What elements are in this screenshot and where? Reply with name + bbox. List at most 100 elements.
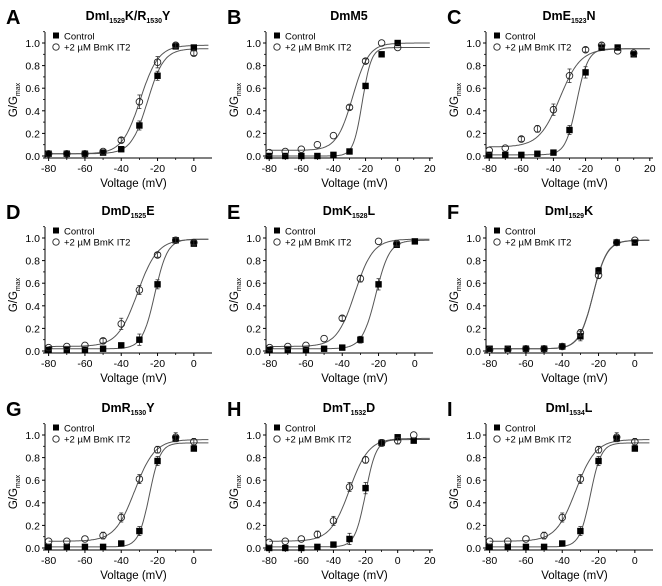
y-tick-label: 0.2 — [246, 323, 261, 335]
x-tick-label: -80 — [41, 555, 56, 567]
y-tick-label: 1.0 — [466, 233, 481, 245]
y-tick-label: 0.2 — [466, 520, 481, 532]
data-point-toxin — [576, 475, 585, 483]
data-point-toxin — [171, 236, 180, 245]
data-point-control — [330, 151, 337, 159]
x-tick-label: 0 — [632, 358, 638, 370]
data-point-toxin — [558, 342, 566, 351]
data-point-toxin — [485, 346, 494, 354]
x-tick-label: -80 — [262, 163, 277, 175]
data-point-control — [375, 281, 382, 288]
data-point-toxin — [153, 251, 162, 259]
legend-marker-control — [494, 227, 500, 234]
data-point-toxin — [135, 475, 144, 483]
x-axis-label: Voltage (mV) — [100, 570, 167, 582]
legend-marker-toxin — [273, 435, 281, 443]
y-tick-label: 0.4 — [246, 498, 261, 510]
data-point-toxin — [44, 149, 53, 158]
data-point-control — [577, 527, 584, 535]
legend-label-control: Control — [64, 32, 95, 43]
data-point-toxin — [329, 131, 338, 140]
panel-i: I DmI1534L 0.0 0.2 0.4 0.6 0.8 1.0 -80 -60 -40 -20 0… — [447, 399, 653, 582]
data-point-control — [346, 535, 353, 543]
data-point-control — [282, 544, 289, 552]
x-tick-label: -80 — [262, 555, 277, 567]
fit-curve-toxin — [48, 238, 209, 347]
x-tick-label: -20 — [150, 163, 165, 175]
y-axis-label: G/Gmax — [8, 277, 22, 312]
data-point-toxin — [485, 537, 494, 545]
data-point-toxin — [356, 274, 365, 283]
legend-label-toxin: +2 µM BmK IT2 — [64, 43, 130, 54]
data-point-control — [190, 44, 198, 51]
data-point-control — [357, 336, 364, 343]
panel-title: DmE1523N — [542, 9, 595, 25]
data-point-toxin — [581, 46, 590, 54]
data-point-control — [314, 152, 321, 160]
y-tick-label: 0.6 — [466, 278, 481, 290]
legend-marker-toxin — [52, 435, 60, 443]
y-tick-label: 0.4 — [246, 301, 261, 313]
data-point-control — [45, 346, 52, 354]
y-axis-label: G/Gmax — [449, 82, 463, 117]
x-tick-label: -60 — [77, 555, 92, 567]
data-point-toxin — [558, 513, 566, 522]
data-point-control — [81, 346, 89, 354]
legend-marker-control — [274, 424, 280, 431]
data-point-toxin — [135, 286, 144, 294]
y-tick-label: 1.0 — [25, 233, 40, 245]
data-point-control — [362, 484, 369, 492]
data-point-toxin — [522, 535, 530, 543]
legend-label-toxin: +2 µM BmK IT2 — [64, 435, 130, 446]
data-point-toxin — [281, 147, 290, 156]
x-tick-label: -20 — [371, 358, 386, 370]
x-tick-label: -60 — [77, 163, 92, 175]
data-point-control — [45, 543, 52, 551]
panel-letter: C — [447, 7, 461, 29]
data-point-toxin — [576, 329, 585, 337]
fit-curve-toxin — [269, 238, 430, 347]
x-tick-label: -80 — [41, 163, 56, 175]
data-point-control — [630, 51, 637, 58]
legend-label-control: Control — [505, 227, 536, 238]
data-point-control — [154, 72, 161, 79]
data-point-toxin — [81, 149, 89, 158]
x-tick-label: -40 — [335, 358, 350, 370]
y-tick-label: 0.4 — [25, 301, 40, 313]
data-point-control — [346, 148, 353, 155]
data-point-toxin — [612, 433, 621, 442]
data-point-toxin — [533, 125, 542, 133]
x-tick-label: 0 — [191, 555, 197, 567]
legend-marker-control — [53, 227, 59, 234]
data-point-control — [631, 239, 639, 246]
y-tick-label: 0.0 — [246, 151, 261, 163]
y-tick-label: 0.8 — [466, 61, 481, 73]
legend-label-toxin: +2 µM BmK IT2 — [285, 43, 351, 54]
panel-letter: E — [227, 202, 240, 224]
x-tick-label: -40 — [114, 358, 129, 370]
data-point-control — [394, 39, 401, 47]
x-tick-label: 20 — [644, 163, 656, 175]
panel-g: G DmR1530Y 0.0 0.2 0.4 0.6 0.8 1.0 -80 -60 -40 -20 0… — [6, 399, 212, 582]
data-point-control — [522, 345, 530, 352]
legend-marker-toxin — [493, 435, 501, 443]
y-tick-label: 0.0 — [246, 346, 261, 358]
panel-d: D DmD1525E 0.0 0.2 0.4 0.6 0.8 1.0 -80 -60 -40 -20 0… — [6, 202, 212, 385]
x-axis-label: Voltage (mV) — [100, 178, 167, 190]
x-tick-label: -60 — [77, 358, 92, 370]
data-point-control — [330, 541, 337, 548]
y-tick-label: 0.2 — [25, 323, 40, 335]
data-point-control — [118, 146, 125, 153]
fit-curve-toxin — [269, 42, 430, 151]
panel-letter: A — [6, 7, 20, 29]
fit-curve-toxin — [489, 239, 650, 350]
x-tick-label: -60 — [514, 163, 529, 175]
data-point-toxin — [313, 140, 322, 149]
legend-label-control: Control — [64, 424, 95, 435]
x-tick-label: -20 — [358, 163, 373, 175]
x-tick-label: -60 — [298, 358, 313, 370]
data-point-control — [410, 437, 417, 444]
panel-title: DmM5 — [330, 9, 368, 23]
legend-marker-control — [53, 32, 59, 39]
y-tick-label: 0.6 — [25, 83, 40, 95]
